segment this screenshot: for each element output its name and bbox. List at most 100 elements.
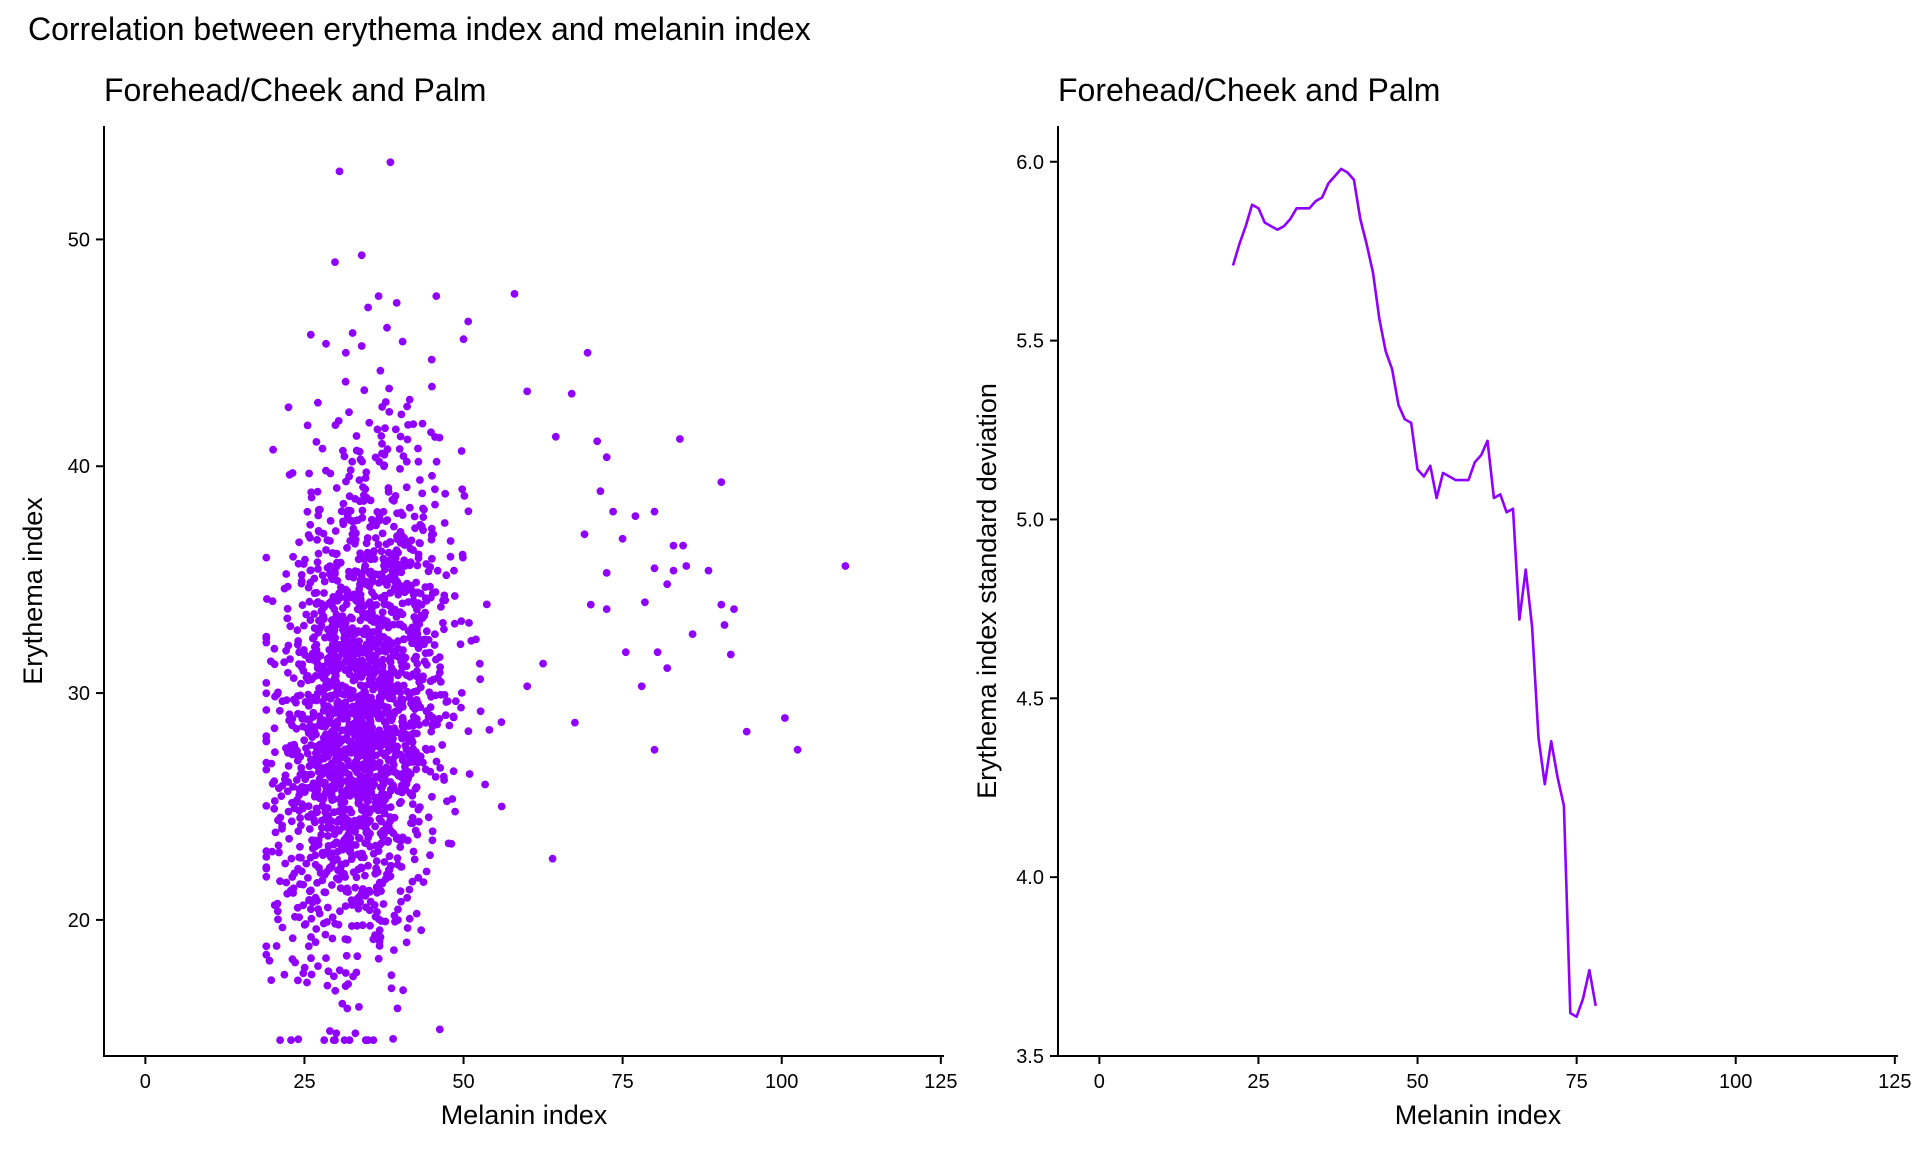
scatter-point — [409, 546, 417, 554]
scatter-point — [319, 795, 328, 803]
scatter-point — [307, 770, 316, 779]
scatter-point — [428, 554, 436, 563]
scatter-point — [476, 675, 485, 684]
scatter-point — [417, 926, 426, 935]
scatter-point — [310, 610, 318, 618]
scatter-point — [375, 743, 384, 751]
scatter-point — [411, 785, 420, 793]
scatter-point — [263, 595, 271, 603]
scatter-point — [353, 567, 362, 576]
scatter-point — [397, 797, 405, 806]
scatter-point — [397, 568, 406, 577]
scatter-point — [386, 785, 395, 794]
scatter-point — [363, 701, 371, 710]
scatter-point — [405, 693, 414, 702]
scatter-point — [379, 687, 388, 696]
y-tick-label: 5.0 — [1016, 509, 1044, 531]
scatter-point — [403, 836, 412, 845]
scatter-point — [391, 647, 400, 656]
scatter-point — [392, 299, 401, 307]
scatter-point — [328, 730, 336, 739]
scatter-point — [338, 726, 346, 735]
scatter-point — [328, 934, 337, 943]
scatter-point — [364, 680, 373, 689]
scatter-point — [341, 902, 350, 910]
scatter-point — [300, 736, 309, 745]
scatter-point — [366, 887, 374, 896]
scatter-point — [292, 724, 301, 733]
scatter-point — [475, 659, 484, 668]
scatter-point — [322, 339, 330, 348]
scatter-point — [366, 897, 375, 906]
scatter-point — [296, 814, 304, 822]
y-tick-label: 3.5 — [1016, 1046, 1044, 1068]
scatter-point — [426, 767, 435, 776]
scatter-point — [280, 970, 289, 979]
scatter-point — [378, 608, 387, 617]
scatter-point — [266, 657, 275, 666]
x-tick-label: 100 — [765, 1071, 798, 1093]
scatter-point — [330, 770, 338, 778]
scatter-point — [362, 1036, 370, 1044]
scatter-point — [339, 714, 348, 723]
scatter-point — [412, 578, 420, 587]
scatter-point — [262, 853, 271, 861]
scatter-point — [416, 703, 425, 712]
scatter-point — [331, 1036, 339, 1044]
scatter-point — [274, 915, 282, 924]
scatter-point — [384, 679, 393, 687]
scatter-point — [286, 622, 295, 631]
scatter-point — [414, 644, 423, 652]
scatter-point — [297, 679, 305, 688]
scatter-point — [389, 667, 398, 676]
scatter-point — [402, 483, 411, 492]
scatter-point — [398, 756, 407, 765]
scatter-point — [417, 601, 426, 609]
scatter-point — [304, 942, 313, 951]
panel-title: Forehead/Cheek and Palm — [1058, 72, 1440, 108]
scatter-point — [370, 657, 378, 665]
scatter-point — [438, 741, 447, 749]
scatter-point — [422, 867, 431, 876]
scatter-point — [388, 694, 397, 703]
x-tick-label: 50 — [1406, 1071, 1428, 1093]
scatter-point — [717, 478, 726, 486]
scatter-point — [360, 853, 368, 862]
scatter-point — [397, 897, 405, 906]
scatter-point — [375, 942, 384, 950]
scatter-point — [415, 721, 423, 729]
scatter-point — [316, 740, 325, 748]
scatter-point — [381, 718, 390, 727]
scatter-point — [314, 398, 322, 407]
scatter-point — [348, 693, 357, 702]
scatter-point — [385, 826, 394, 835]
scatter-point — [314, 628, 323, 637]
scatter-point — [439, 619, 447, 627]
scatter-point — [379, 507, 388, 516]
scatter-point — [419, 878, 428, 886]
scatter-point — [306, 330, 315, 339]
scatter-point — [400, 533, 408, 542]
scatter-point — [304, 583, 313, 592]
scatter-point — [430, 641, 439, 649]
scatter-point — [355, 447, 364, 456]
scatter-point — [679, 541, 687, 550]
scatter-point — [327, 719, 336, 727]
scatter-point — [378, 671, 387, 679]
scatter-point — [381, 424, 389, 433]
scatter-point — [307, 810, 316, 818]
scatter-point — [375, 926, 384, 935]
scatter-point — [297, 854, 305, 862]
scatter-point — [381, 739, 390, 748]
scatter-point — [362, 640, 371, 649]
scatter-point — [441, 596, 450, 605]
scatter-point — [355, 699, 364, 708]
scatter-point — [268, 847, 276, 856]
scatter-point — [497, 718, 506, 726]
scatter-point — [262, 950, 271, 959]
scatter-point — [418, 419, 427, 428]
scatter-point — [359, 822, 368, 831]
scatter-point — [416, 589, 425, 598]
scatter-point — [377, 547, 386, 556]
